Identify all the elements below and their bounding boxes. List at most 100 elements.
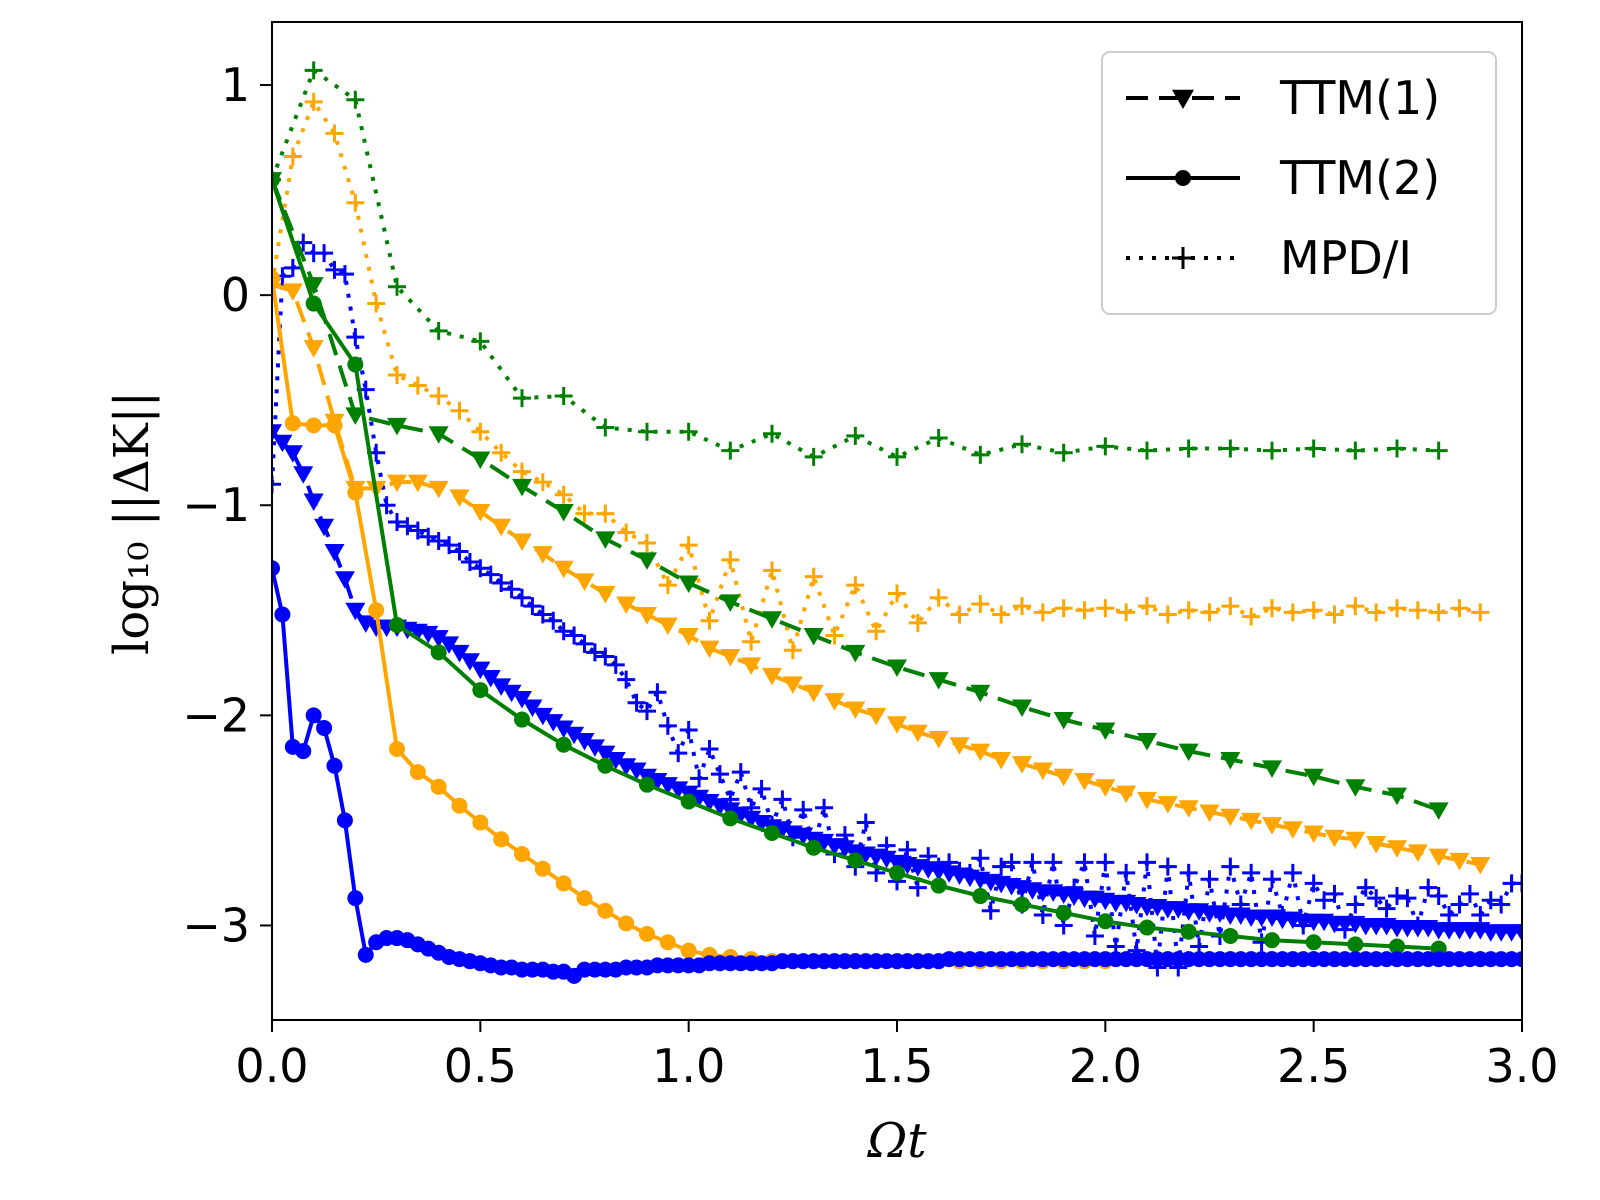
data-point <box>845 644 866 663</box>
data-point <box>398 517 417 536</box>
data-point <box>1345 831 1366 850</box>
data-point <box>1138 597 1156 616</box>
data-point <box>1222 927 1239 944</box>
data-point <box>1116 785 1137 804</box>
data-point <box>638 534 656 553</box>
data-point <box>971 849 990 868</box>
data-point <box>1012 699 1032 717</box>
data-point <box>272 171 280 188</box>
data-point <box>1075 601 1094 620</box>
data-point <box>324 543 345 562</box>
data-point <box>325 124 344 143</box>
data-point <box>428 426 449 444</box>
data-point <box>282 283 303 301</box>
data-point <box>1074 772 1095 791</box>
data-point <box>1095 722 1116 741</box>
data-point <box>1407 844 1428 862</box>
data-point <box>1158 857 1177 876</box>
data-point <box>1012 756 1032 774</box>
data-point <box>347 356 364 373</box>
data-point <box>1419 878 1438 897</box>
data-point <box>1282 821 1303 839</box>
data-point <box>1138 853 1156 872</box>
data-point <box>1283 603 1302 622</box>
data-point <box>430 644 447 661</box>
data-point <box>533 605 552 624</box>
data-point <box>512 691 532 709</box>
data-point <box>512 478 532 497</box>
data-point <box>522 699 543 717</box>
data-point <box>575 634 594 653</box>
data-point <box>1470 857 1491 875</box>
data-point <box>1014 896 1030 913</box>
data-point <box>1304 874 1323 893</box>
data-point <box>408 376 427 395</box>
x-tick-label: 0.5 <box>444 1039 517 1093</box>
data-point <box>679 422 698 441</box>
data-point <box>1138 441 1156 460</box>
data-point <box>553 720 574 738</box>
data-point <box>1139 919 1155 936</box>
data-point <box>637 606 657 625</box>
data-point <box>1013 597 1031 616</box>
data-point <box>1200 870 1219 889</box>
data-point <box>1513 874 1522 893</box>
data-point <box>618 915 635 932</box>
data-point <box>1242 607 1261 626</box>
data-point <box>346 328 365 347</box>
data-point <box>970 684 991 703</box>
data-point <box>1044 853 1063 872</box>
data-point <box>1220 751 1241 770</box>
data-point <box>992 857 1011 876</box>
legend-label: TTM(1) <box>1279 71 1440 125</box>
data-point <box>576 890 593 907</box>
x-tick-label: 1.5 <box>860 1039 933 1093</box>
data-point <box>481 565 500 584</box>
data-point <box>584 739 605 757</box>
data-point <box>544 611 563 630</box>
data-point <box>773 790 792 809</box>
data-point <box>451 797 468 814</box>
data-point <box>408 521 427 540</box>
data-point <box>596 418 615 437</box>
data-point <box>1388 599 1406 618</box>
data-point <box>907 724 928 743</box>
data-point <box>1440 905 1459 924</box>
data-point <box>595 745 616 764</box>
data-point <box>1367 889 1386 908</box>
data-point <box>1346 441 1365 460</box>
x-axis-label: Ωt <box>866 1113 927 1169</box>
data-point <box>387 474 407 493</box>
data-point <box>303 340 324 358</box>
data-point <box>1137 791 1157 810</box>
data-point <box>971 445 990 464</box>
data-point <box>794 800 813 819</box>
data-point <box>1471 603 1490 622</box>
data-point <box>720 649 741 667</box>
data-point <box>616 596 637 614</box>
data-point <box>1428 802 1449 820</box>
data-point <box>493 831 510 848</box>
data-point <box>929 588 948 607</box>
data-point <box>532 707 553 726</box>
data-point <box>315 244 334 263</box>
data-point <box>721 550 740 569</box>
data-point <box>368 602 385 619</box>
data-point <box>804 447 823 466</box>
y-axis-label: log₁₀ ||ΔK|| <box>104 391 160 655</box>
data-point <box>283 258 302 277</box>
data-point <box>272 434 293 453</box>
data-point <box>648 683 667 702</box>
x-tick-label: 1.0 <box>652 1039 725 1093</box>
data-point <box>1347 936 1364 953</box>
data-point <box>731 763 750 782</box>
data-point <box>1450 599 1469 618</box>
data-point <box>1097 913 1114 930</box>
data-point <box>1460 884 1479 903</box>
legend-box <box>1101 51 1497 315</box>
data-point <box>595 531 616 549</box>
data-point <box>1096 599 1115 618</box>
data-point <box>502 580 521 599</box>
data-point <box>1263 870 1281 889</box>
x-tick-label: 2.5 <box>1277 1039 1350 1093</box>
